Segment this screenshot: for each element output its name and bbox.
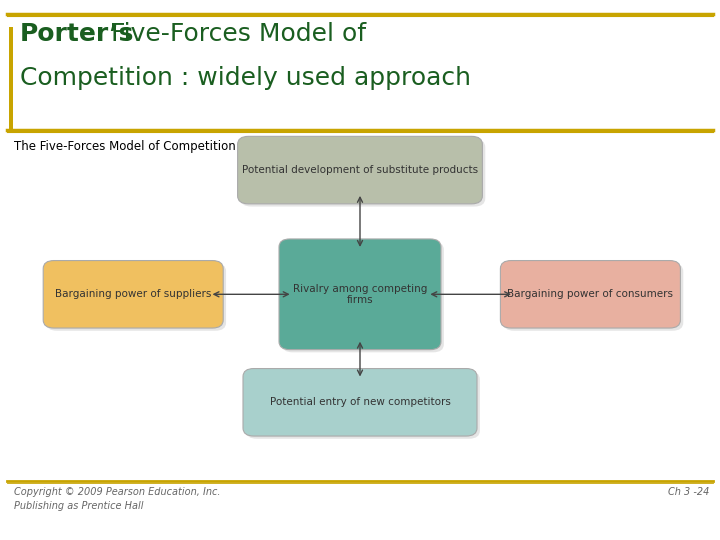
Text: Bargaining power of consumers: Bargaining power of consumers xyxy=(508,289,673,299)
Text: Publishing as Prentice Hall: Publishing as Prentice Hall xyxy=(14,501,144,511)
FancyBboxPatch shape xyxy=(503,263,683,330)
FancyBboxPatch shape xyxy=(46,263,226,330)
FancyBboxPatch shape xyxy=(43,260,223,328)
Text: The Five-Forces Model of Competition: The Five-Forces Model of Competition xyxy=(14,140,236,153)
Text: Bargaining power of suppliers: Bargaining power of suppliers xyxy=(55,289,212,299)
Text: Copyright © 2009 Pearson Education, Inc.: Copyright © 2009 Pearson Education, Inc. xyxy=(14,487,221,497)
Text: Potential entry of new competitors: Potential entry of new competitors xyxy=(269,397,451,407)
FancyBboxPatch shape xyxy=(246,372,480,438)
FancyBboxPatch shape xyxy=(238,136,482,204)
Text: Competition : widely used approach: Competition : widely used approach xyxy=(20,66,471,90)
Text: Porter’s: Porter’s xyxy=(20,22,135,45)
FancyBboxPatch shape xyxy=(243,368,477,436)
Text: Potential development of substitute products: Potential development of substitute prod… xyxy=(242,165,478,175)
Text: Rivalry among competing
firms: Rivalry among competing firms xyxy=(293,284,427,305)
Bar xyxy=(9,27,13,132)
Text: Ch 3 -24: Ch 3 -24 xyxy=(668,487,709,497)
FancyBboxPatch shape xyxy=(279,239,441,350)
FancyBboxPatch shape xyxy=(240,139,485,206)
FancyBboxPatch shape xyxy=(282,241,444,352)
FancyBboxPatch shape xyxy=(500,260,680,328)
Text: Five-Forces Model of: Five-Forces Model of xyxy=(103,22,366,45)
